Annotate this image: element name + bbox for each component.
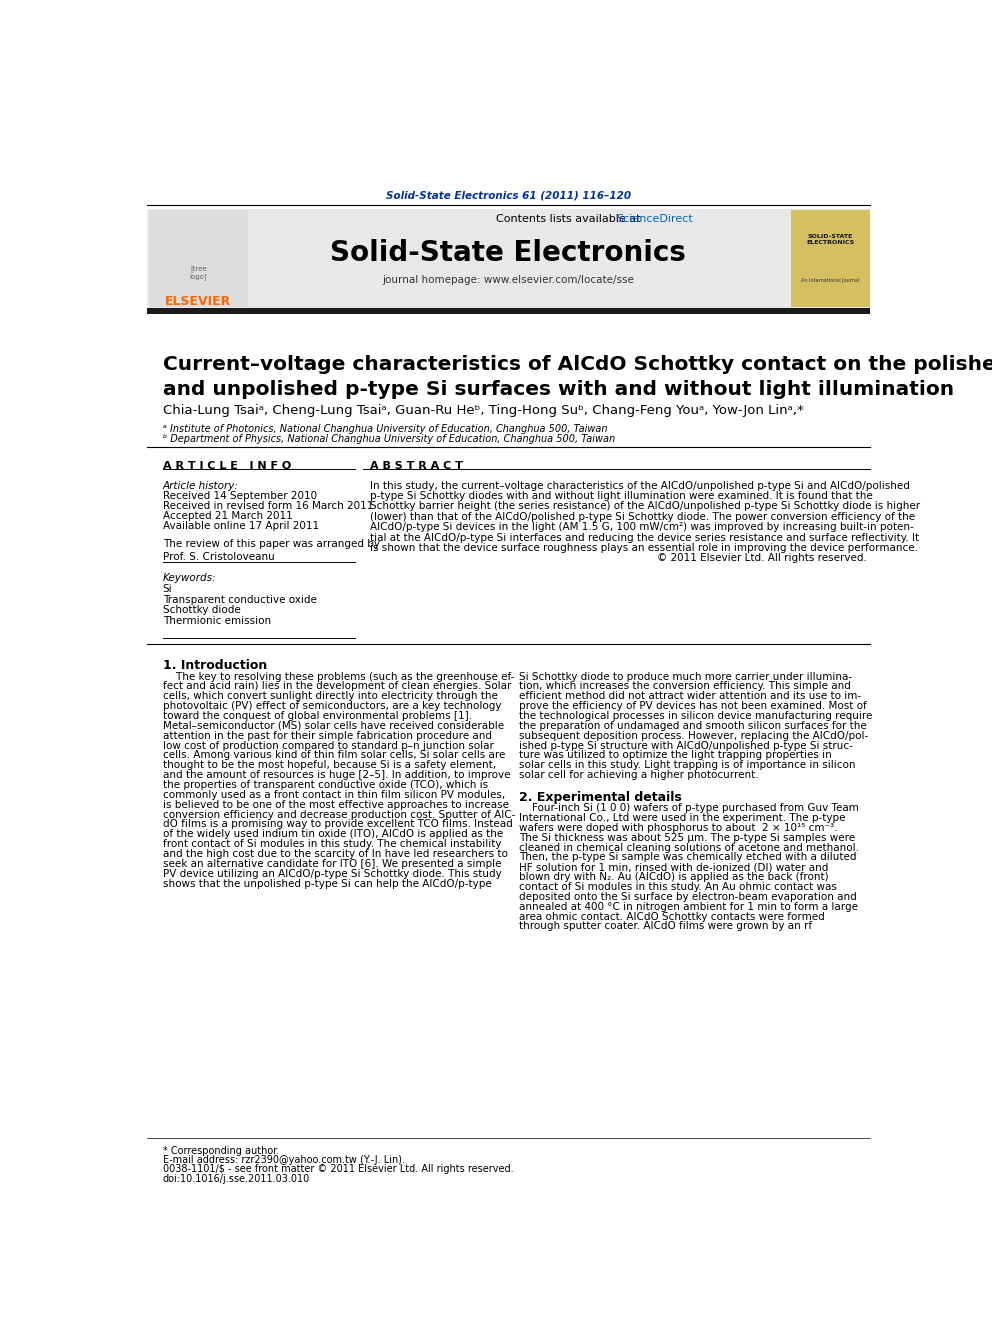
Text: solar cells in this study. Light trapping is of importance in silicon: solar cells in this study. Light trappin… xyxy=(519,761,856,770)
Text: tion, which increases the conversion efficiency. This simple and: tion, which increases the conversion eff… xyxy=(519,681,851,692)
Text: Si Schottky diode to produce much more carrier under illumina-: Si Schottky diode to produce much more c… xyxy=(519,672,852,681)
Text: ᵃ Institute of Photonics, National Changhua University of Education, Changhua 50: ᵃ Institute of Photonics, National Chang… xyxy=(163,423,607,434)
Text: solar cell for achieving a higher photocurrent.: solar cell for achieving a higher photoc… xyxy=(519,770,759,781)
Text: 2. Experimental details: 2. Experimental details xyxy=(519,791,682,804)
Text: © 2011 Elsevier Ltd. All rights reserved.: © 2011 Elsevier Ltd. All rights reserved… xyxy=(657,553,866,564)
Text: and the high cost due to the scarcity of In have led researchers to: and the high cost due to the scarcity of… xyxy=(163,849,508,859)
FancyBboxPatch shape xyxy=(147,308,870,315)
Text: low cost of production compared to standard p–n junction solar: low cost of production compared to stand… xyxy=(163,741,494,750)
Text: prove the efficiency of PV devices has not been examined. Most of: prove the efficiency of PV devices has n… xyxy=(519,701,867,712)
Text: front contact of Si modules in this study. The chemical instability: front contact of Si modules in this stud… xyxy=(163,839,501,849)
Text: cells, which convert sunlight directly into electricity through the: cells, which convert sunlight directly i… xyxy=(163,692,498,701)
Text: subsequent deposition process. However, replacing the AlCdO/pol-: subsequent deposition process. However, … xyxy=(519,730,869,741)
Text: commonly used as a front contact in thin film silicon PV modules,: commonly used as a front contact in thin… xyxy=(163,790,505,800)
Text: conversion efficiency and decrease production cost. Sputter of AlC-: conversion efficiency and decrease produ… xyxy=(163,810,515,819)
Text: Chia-Lung Tsaiᵃ, Cheng-Lung Tsaiᵃ, Guan-Ru Heᵇ, Ting-Hong Suᵇ, Chang-Feng Youᵃ, : Chia-Lung Tsaiᵃ, Cheng-Lung Tsaiᵃ, Guan-… xyxy=(163,404,804,417)
Text: deposited onto the Si surface by electron-beam evaporation and: deposited onto the Si surface by electro… xyxy=(519,892,857,902)
Text: cleaned in chemical cleaning solutions of acetone and methanol.: cleaned in chemical cleaning solutions o… xyxy=(519,843,859,852)
Text: contact of Si modules in this study. An Au ohmic contact was: contact of Si modules in this study. An … xyxy=(519,882,837,892)
Text: blown dry with N₂. Au (AlCdO) is applied as the back (front): blown dry with N₂. Au (AlCdO) is applied… xyxy=(519,872,829,882)
Text: and the amount of resources is huge [2–5]. In addition, to improve: and the amount of resources is huge [2–5… xyxy=(163,770,510,781)
Text: An International Journal: An International Journal xyxy=(801,278,859,283)
Text: fect and acid rain) lies in the development of clean energies. Solar: fect and acid rain) lies in the developm… xyxy=(163,681,511,692)
Text: Solid-State Electronics: Solid-State Electronics xyxy=(330,238,686,267)
Text: Metal–semiconductor (MS) solar cells have received considerable: Metal–semiconductor (MS) solar cells hav… xyxy=(163,721,504,730)
Text: toward the conquest of global environmental problems [1].: toward the conquest of global environmen… xyxy=(163,710,472,721)
Text: Schottky barrier height (the series resistance) of the AlCdO/unpolished p-type S: Schottky barrier height (the series resi… xyxy=(370,501,921,512)
Text: (lower) than that of the AlCdO/polished p-type Si Schottky diode. The power conv: (lower) than that of the AlCdO/polished … xyxy=(370,512,916,521)
Text: the preparation of undamaged and smooth silicon surfaces for the: the preparation of undamaged and smooth … xyxy=(519,721,867,730)
Text: AlCdO/p-type Si devices in the light (AM 1.5 G, 100 mW/cm²) was improved by incr: AlCdO/p-type Si devices in the light (AM… xyxy=(370,523,915,532)
Text: is shown that the device surface roughness plays an essential role in improving : is shown that the device surface roughne… xyxy=(370,542,919,553)
Text: Current–voltage characteristics of AlCdO Schottky contact on the polished
and un: Current–voltage characteristics of AlCdO… xyxy=(163,355,992,400)
Text: shows that the unpolished p-type Si can help the AlCdO/p-type: shows that the unpolished p-type Si can … xyxy=(163,878,491,889)
Text: the properties of transparent conductive oxide (TCO), which is: the properties of transparent conductive… xyxy=(163,781,488,790)
Text: The review of this paper was arranged by
Prof. S. Cristoloveanu: The review of this paper was arranged by… xyxy=(163,540,380,562)
Text: Received in revised form 16 March 2011: Received in revised form 16 March 2011 xyxy=(163,501,373,512)
Text: attention in the past for their simple fabrication procedure and: attention in the past for their simple f… xyxy=(163,730,492,741)
Text: the technological processes in silicon device manufacturing require: the technological processes in silicon d… xyxy=(519,710,873,721)
Text: doi:10.1016/j.sse.2011.03.010: doi:10.1016/j.sse.2011.03.010 xyxy=(163,1174,310,1184)
Text: area ohmic contact. AlCdO Schottky contacts were formed: area ohmic contact. AlCdO Schottky conta… xyxy=(519,912,825,922)
Text: tial at the AlCdO/p-type Si interfaces and reducing the device series resistance: tial at the AlCdO/p-type Si interfaces a… xyxy=(370,533,920,542)
Text: Then, the p-type Si sample was chemically etched with a diluted: Then, the p-type Si sample was chemicall… xyxy=(519,852,857,863)
Text: Accepted 21 March 2011: Accepted 21 March 2011 xyxy=(163,512,293,521)
Text: Available online 17 April 2011: Available online 17 April 2011 xyxy=(163,521,318,532)
Text: of the widely used indium tin oxide (ITO), AlCdO is applied as the: of the widely used indium tin oxide (ITO… xyxy=(163,830,503,839)
Text: dO films is a promising way to provide excellent TCO films. Instead: dO films is a promising way to provide e… xyxy=(163,819,513,830)
Text: ished p-type Si structure with AlCdO/unpolished p-type Si struc-: ished p-type Si structure with AlCdO/unp… xyxy=(519,741,853,750)
Text: Contents lists available at: Contents lists available at xyxy=(496,214,644,224)
Text: [tree
logo]: [tree logo] xyxy=(189,266,207,280)
Text: ELSEVIER: ELSEVIER xyxy=(166,295,231,308)
Text: is believed to be one of the most effective approaches to increase: is believed to be one of the most effect… xyxy=(163,799,509,810)
Text: Solid-State Electronics 61 (2011) 116–120: Solid-State Electronics 61 (2011) 116–12… xyxy=(386,191,631,201)
FancyBboxPatch shape xyxy=(149,210,248,307)
FancyBboxPatch shape xyxy=(147,209,870,308)
Text: HF solution for 1 min, rinsed with de-ionized (DI) water and: HF solution for 1 min, rinsed with de-io… xyxy=(519,863,828,872)
Text: Received 14 September 2010: Received 14 September 2010 xyxy=(163,491,316,501)
Text: The Si thickness was about 525 μm. The p-type Si samples were: The Si thickness was about 525 μm. The p… xyxy=(519,832,855,843)
Text: In this study, the current–voltage characteristics of the AlCdO/unpolished p-typ: In this study, the current–voltage chara… xyxy=(370,480,911,491)
Text: efficient method did not attract wider attention and its use to im-: efficient method did not attract wider a… xyxy=(519,692,861,701)
Text: SOLID-STATE
ELECTRONICS: SOLID-STATE ELECTRONICS xyxy=(806,234,854,245)
Text: wafers were doped with phosphorus to about  2 × 10¹⁵ cm⁻³.: wafers were doped with phosphorus to abo… xyxy=(519,823,838,832)
Text: thought to be the most hopeful, because Si is a safety element,: thought to be the most hopeful, because … xyxy=(163,761,496,770)
Text: 0038-1101/$ - see front matter © 2011 Elsevier Ltd. All rights reserved.: 0038-1101/$ - see front matter © 2011 El… xyxy=(163,1164,514,1175)
Text: photovoltaic (PV) effect of semiconductors, are a key technology: photovoltaic (PV) effect of semiconducto… xyxy=(163,701,501,712)
Text: ᵇ Department of Physics, National Changhua University of Education, Changhua 500: ᵇ Department of Physics, National Changh… xyxy=(163,434,615,445)
Text: annealed at 400 °C in nitrogen ambient for 1 min to form a large: annealed at 400 °C in nitrogen ambient f… xyxy=(519,902,858,912)
Text: A R T I C L E   I N F O: A R T I C L E I N F O xyxy=(163,460,291,471)
Text: Schottky diode: Schottky diode xyxy=(163,606,240,615)
Text: through sputter coater. AlCdO films were grown by an rf: through sputter coater. AlCdO films were… xyxy=(519,921,812,931)
Text: A B S T R A C T: A B S T R A C T xyxy=(370,460,463,471)
Text: Thermionic emission: Thermionic emission xyxy=(163,617,271,626)
Text: journal homepage: www.elsevier.com/locate/sse: journal homepage: www.elsevier.com/locat… xyxy=(383,275,634,286)
Text: seek an alternative candidate for ITO [6]. We presented a simple: seek an alternative candidate for ITO [6… xyxy=(163,859,501,869)
Text: E-mail address: rzr2390@yahoo.com.tw (Y.-J. Lin).: E-mail address: rzr2390@yahoo.com.tw (Y.… xyxy=(163,1155,405,1166)
Text: p-type Si Schottky diodes with and without light illumination were examined. It : p-type Si Schottky diodes with and witho… xyxy=(370,491,873,501)
Text: cells. Among various kind of thin film solar cells, Si solar cells are: cells. Among various kind of thin film s… xyxy=(163,750,505,761)
Text: 1. Introduction: 1. Introduction xyxy=(163,659,267,672)
Text: Article history:: Article history: xyxy=(163,480,239,491)
Text: Keywords:: Keywords: xyxy=(163,573,216,583)
Text: The key to resolving these problems (such as the greenhouse ef-: The key to resolving these problems (suc… xyxy=(163,672,514,681)
Text: ScienceDirect: ScienceDirect xyxy=(616,214,692,224)
Text: Transparent conductive oxide: Transparent conductive oxide xyxy=(163,594,316,605)
FancyBboxPatch shape xyxy=(791,210,870,307)
Text: PV device utilizing an AlCdO/p-type Si Schottky diode. This study: PV device utilizing an AlCdO/p-type Si S… xyxy=(163,869,502,878)
Text: International Co., Ltd were used in the experiment. The p-type: International Co., Ltd were used in the … xyxy=(519,812,846,823)
Text: ture was utilized to optimize the light trapping properties in: ture was utilized to optimize the light … xyxy=(519,750,832,761)
Text: * Corresponding author.: * Corresponding author. xyxy=(163,1146,279,1156)
Text: Four-inch Si (1 0 0) wafers of p-type purchased from Guv Team: Four-inch Si (1 0 0) wafers of p-type pu… xyxy=(519,803,859,814)
Text: Si: Si xyxy=(163,583,173,594)
